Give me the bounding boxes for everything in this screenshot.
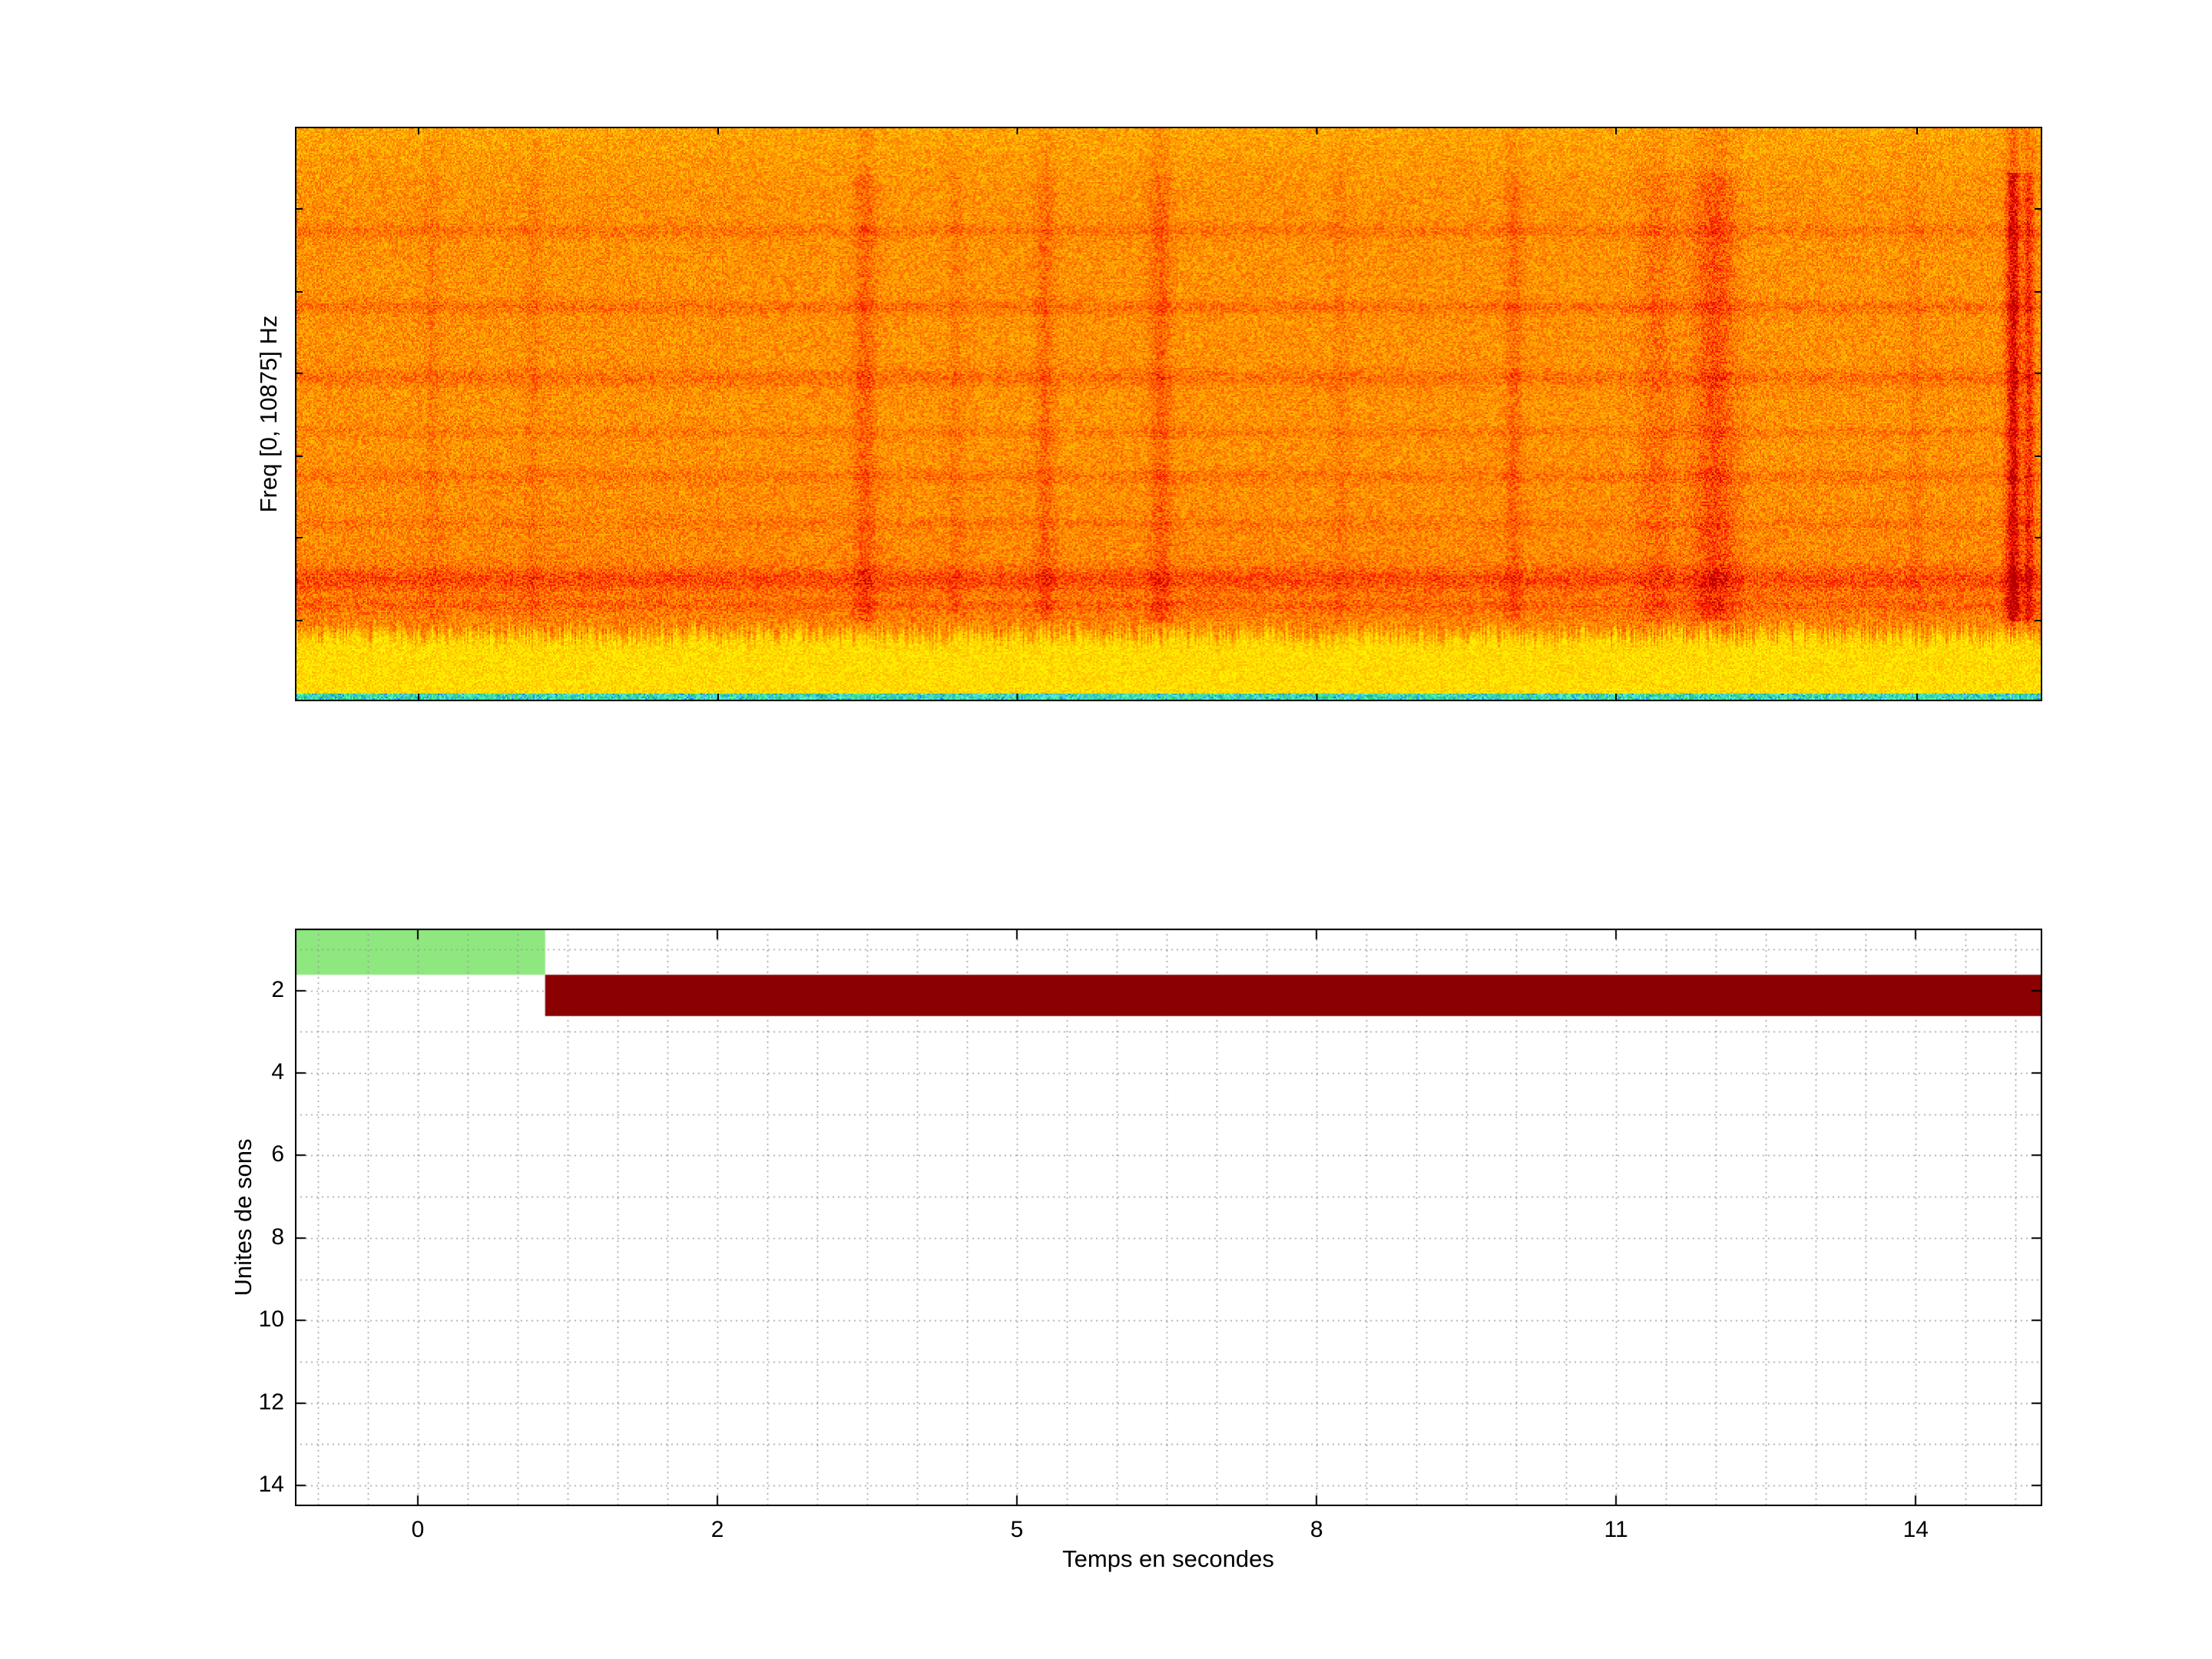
y-tick-label: 8 [271, 1224, 284, 1250]
x-tick-label: 11 [1604, 1517, 1628, 1542]
spectrogram-plot [295, 127, 2042, 701]
x-tick-label: 8 [1310, 1517, 1323, 1542]
y-tick-label: 10 [258, 1306, 284, 1333]
y-tick-label: 12 [258, 1389, 284, 1415]
y-tick-label: 14 [258, 1472, 284, 1498]
timeline-plot [295, 929, 2042, 1506]
x-tick-label: 5 [1010, 1517, 1024, 1542]
spectrogram-ylabel: Freq [0, 10875] Hz [255, 315, 282, 513]
timeline-ylabel: Unites de sons [230, 1138, 257, 1296]
x-tick-label: 2 [710, 1517, 724, 1542]
y-tick-label: 6 [271, 1141, 284, 1167]
y-tick-label: 2 [271, 976, 284, 1002]
y-tick-label: 4 [271, 1059, 284, 1084]
x-tick-label: 0 [411, 1517, 425, 1542]
timeline-xlabel: Temps en secondes [1062, 1545, 1274, 1572]
x-tick-label: 14 [1902, 1517, 1929, 1542]
